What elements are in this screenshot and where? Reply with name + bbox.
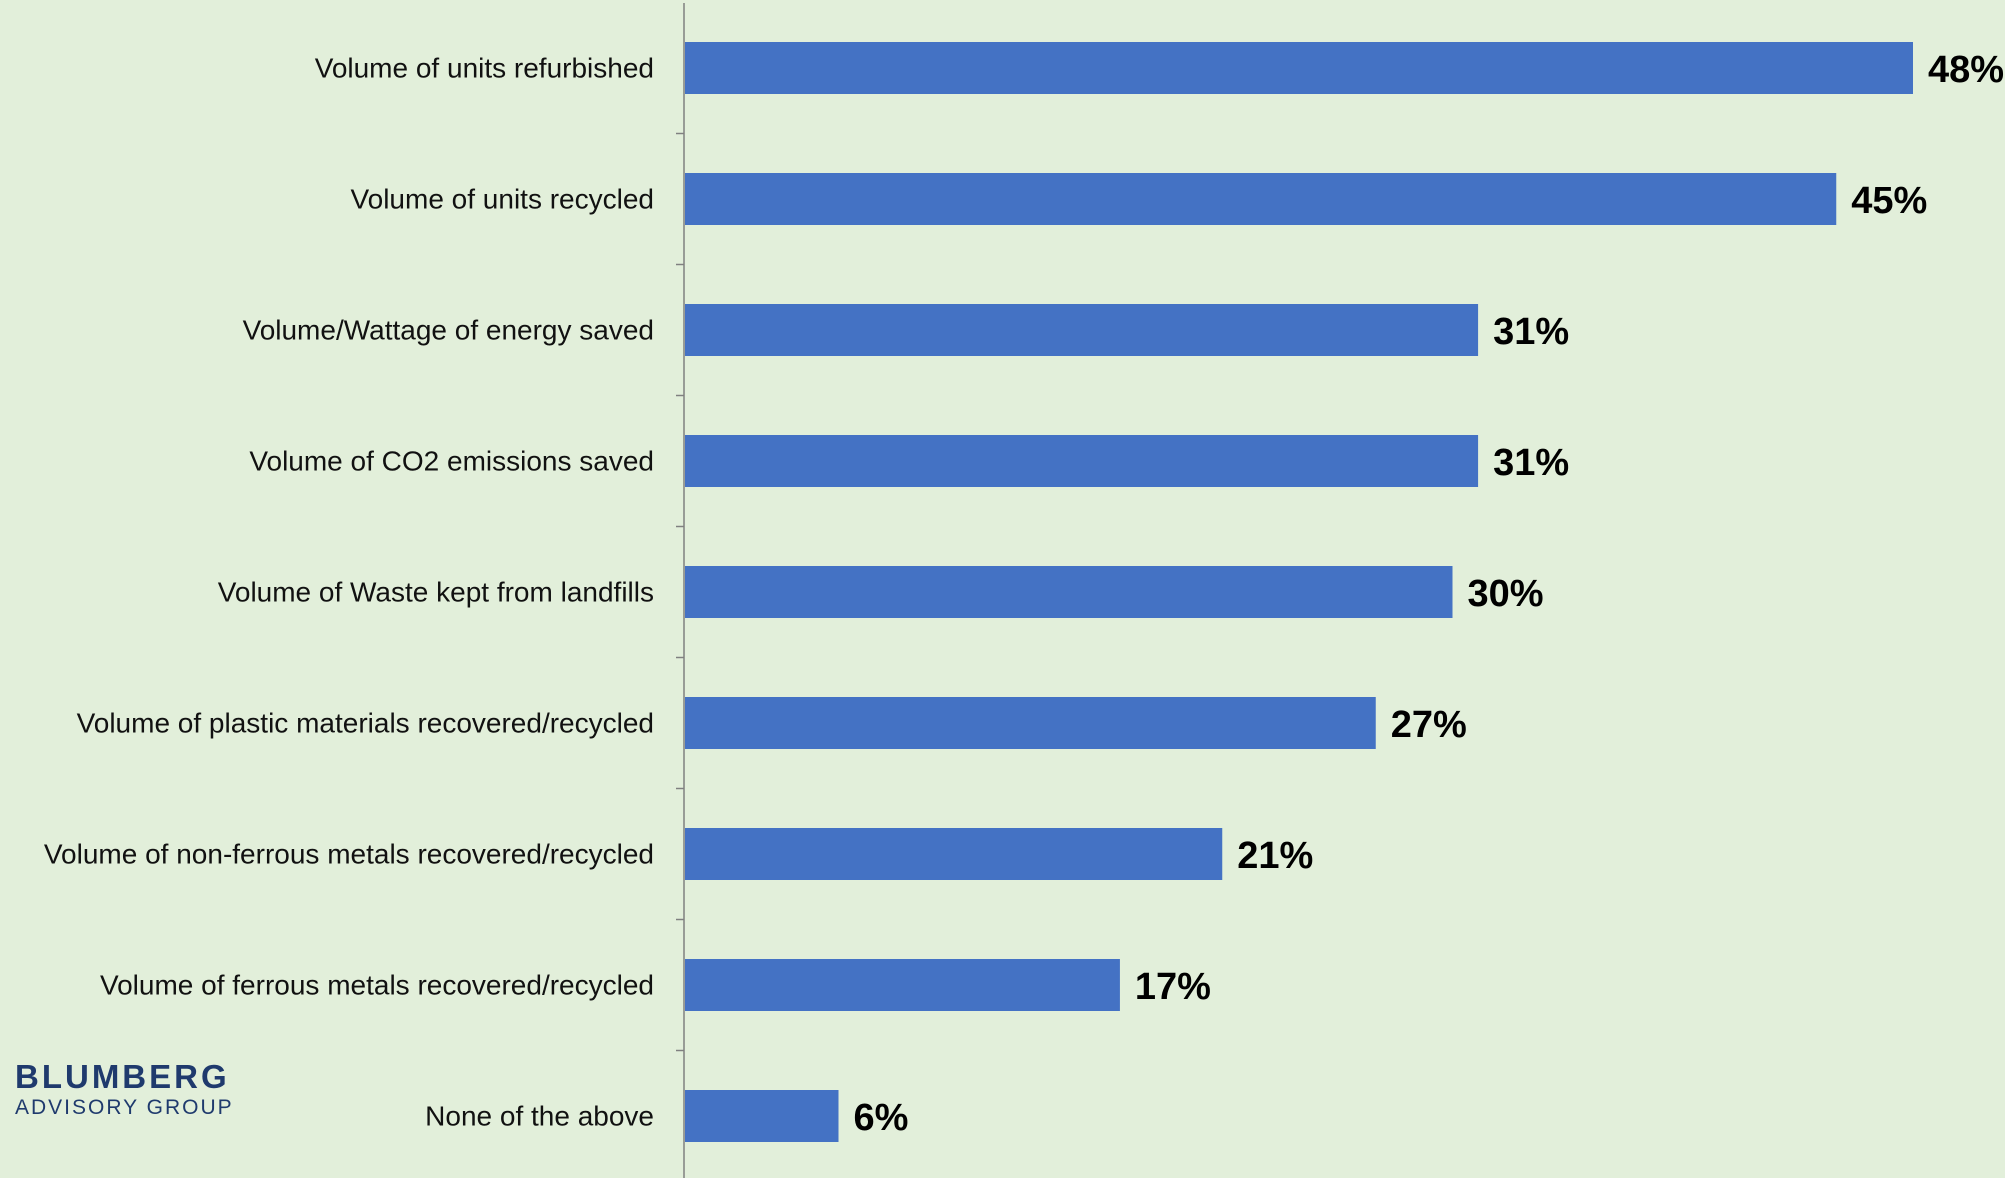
logo-subtitle: ADVISORY GROUP xyxy=(15,1096,234,1119)
category-label: Volume of CO2 emissions saved xyxy=(249,446,654,477)
logo-name: BLUMBERG xyxy=(15,1058,230,1095)
labels-layer: Volume of units refurbished 48% Volume of … xyxy=(44,49,2004,1139)
bar xyxy=(685,435,1479,487)
category-label: Volume of Waste kept from landfills xyxy=(218,577,654,608)
category-axis xyxy=(676,3,685,1178)
value-label: 6% xyxy=(854,1097,909,1139)
value-label: 30% xyxy=(1468,573,1544,615)
category-label: Volume of plastic materials recovered/re… xyxy=(77,708,654,739)
bar xyxy=(685,1090,839,1142)
bar xyxy=(685,42,1913,94)
value-label: 21% xyxy=(1237,835,1313,877)
value-label: 45% xyxy=(1851,180,1927,222)
blumberg-logo: BLUMBERG ADVISORY GROUP xyxy=(15,1060,234,1118)
bar xyxy=(685,304,1479,356)
bar xyxy=(685,697,1376,749)
category-label: Volume of ferrous metals recovered/recyc… xyxy=(100,970,654,1001)
bar xyxy=(685,828,1223,880)
value-label: 48% xyxy=(1928,49,2004,91)
bar xyxy=(685,173,1837,225)
category-label: None of the above xyxy=(425,1101,654,1132)
category-label: Volume of non-ferrous metals recovered/r… xyxy=(44,839,654,870)
category-label: Volume/Wattage of energy saved xyxy=(243,315,654,346)
value-label: 17% xyxy=(1135,966,1211,1008)
value-label: 31% xyxy=(1493,442,1569,484)
bar xyxy=(685,959,1120,1011)
value-label: 31% xyxy=(1493,311,1569,353)
category-label: Volume of units recycled xyxy=(351,184,655,215)
bars-layer xyxy=(685,42,1913,1142)
category-label: Volume of units refurbished xyxy=(315,53,654,84)
bar xyxy=(685,566,1453,618)
value-label: 27% xyxy=(1391,704,1467,746)
